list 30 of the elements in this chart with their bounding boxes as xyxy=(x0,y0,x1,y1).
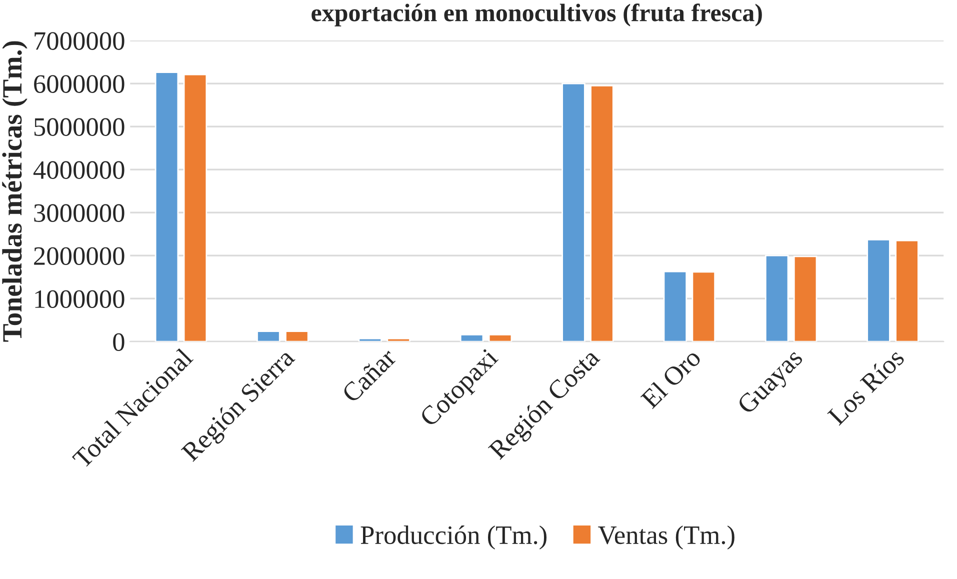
legend-label: Ventas (Tm.) xyxy=(598,526,734,550)
bar xyxy=(793,256,818,342)
bar xyxy=(488,334,512,342)
x-tick-label: Los Ríos xyxy=(826,347,906,426)
bar xyxy=(358,338,382,342)
bar xyxy=(460,334,484,342)
y-tick-label: 7000000 xyxy=(34,32,124,50)
y-tick-label: 1000000 xyxy=(35,290,124,308)
bar xyxy=(256,330,280,342)
bar xyxy=(154,72,179,342)
x-tick-label: El Oro xyxy=(640,347,702,410)
bar xyxy=(183,74,208,342)
bar xyxy=(590,84,614,342)
y-tick-label: 6000000 xyxy=(34,75,124,93)
bar xyxy=(866,238,890,342)
bar xyxy=(764,254,789,342)
bar xyxy=(663,270,688,342)
legend-label: Producción (Tm.) xyxy=(360,525,546,550)
y-tick-label: 5000000 xyxy=(34,118,124,136)
bar xyxy=(386,338,410,342)
y-axis-title: Toneladas métricas (Tm.) xyxy=(2,41,28,342)
y-tick-label: 2000000 xyxy=(34,247,124,266)
bar xyxy=(562,82,586,342)
y-tick-label: 3000000 xyxy=(34,204,124,222)
y-tick-label: 4000000 xyxy=(33,161,124,179)
y-tick-label: 0 xyxy=(113,333,124,352)
bar xyxy=(895,240,919,342)
bar xyxy=(692,271,716,342)
bar xyxy=(285,330,309,342)
chart-title: exportación en monocultivos (fruta fresca) xyxy=(312,3,762,26)
